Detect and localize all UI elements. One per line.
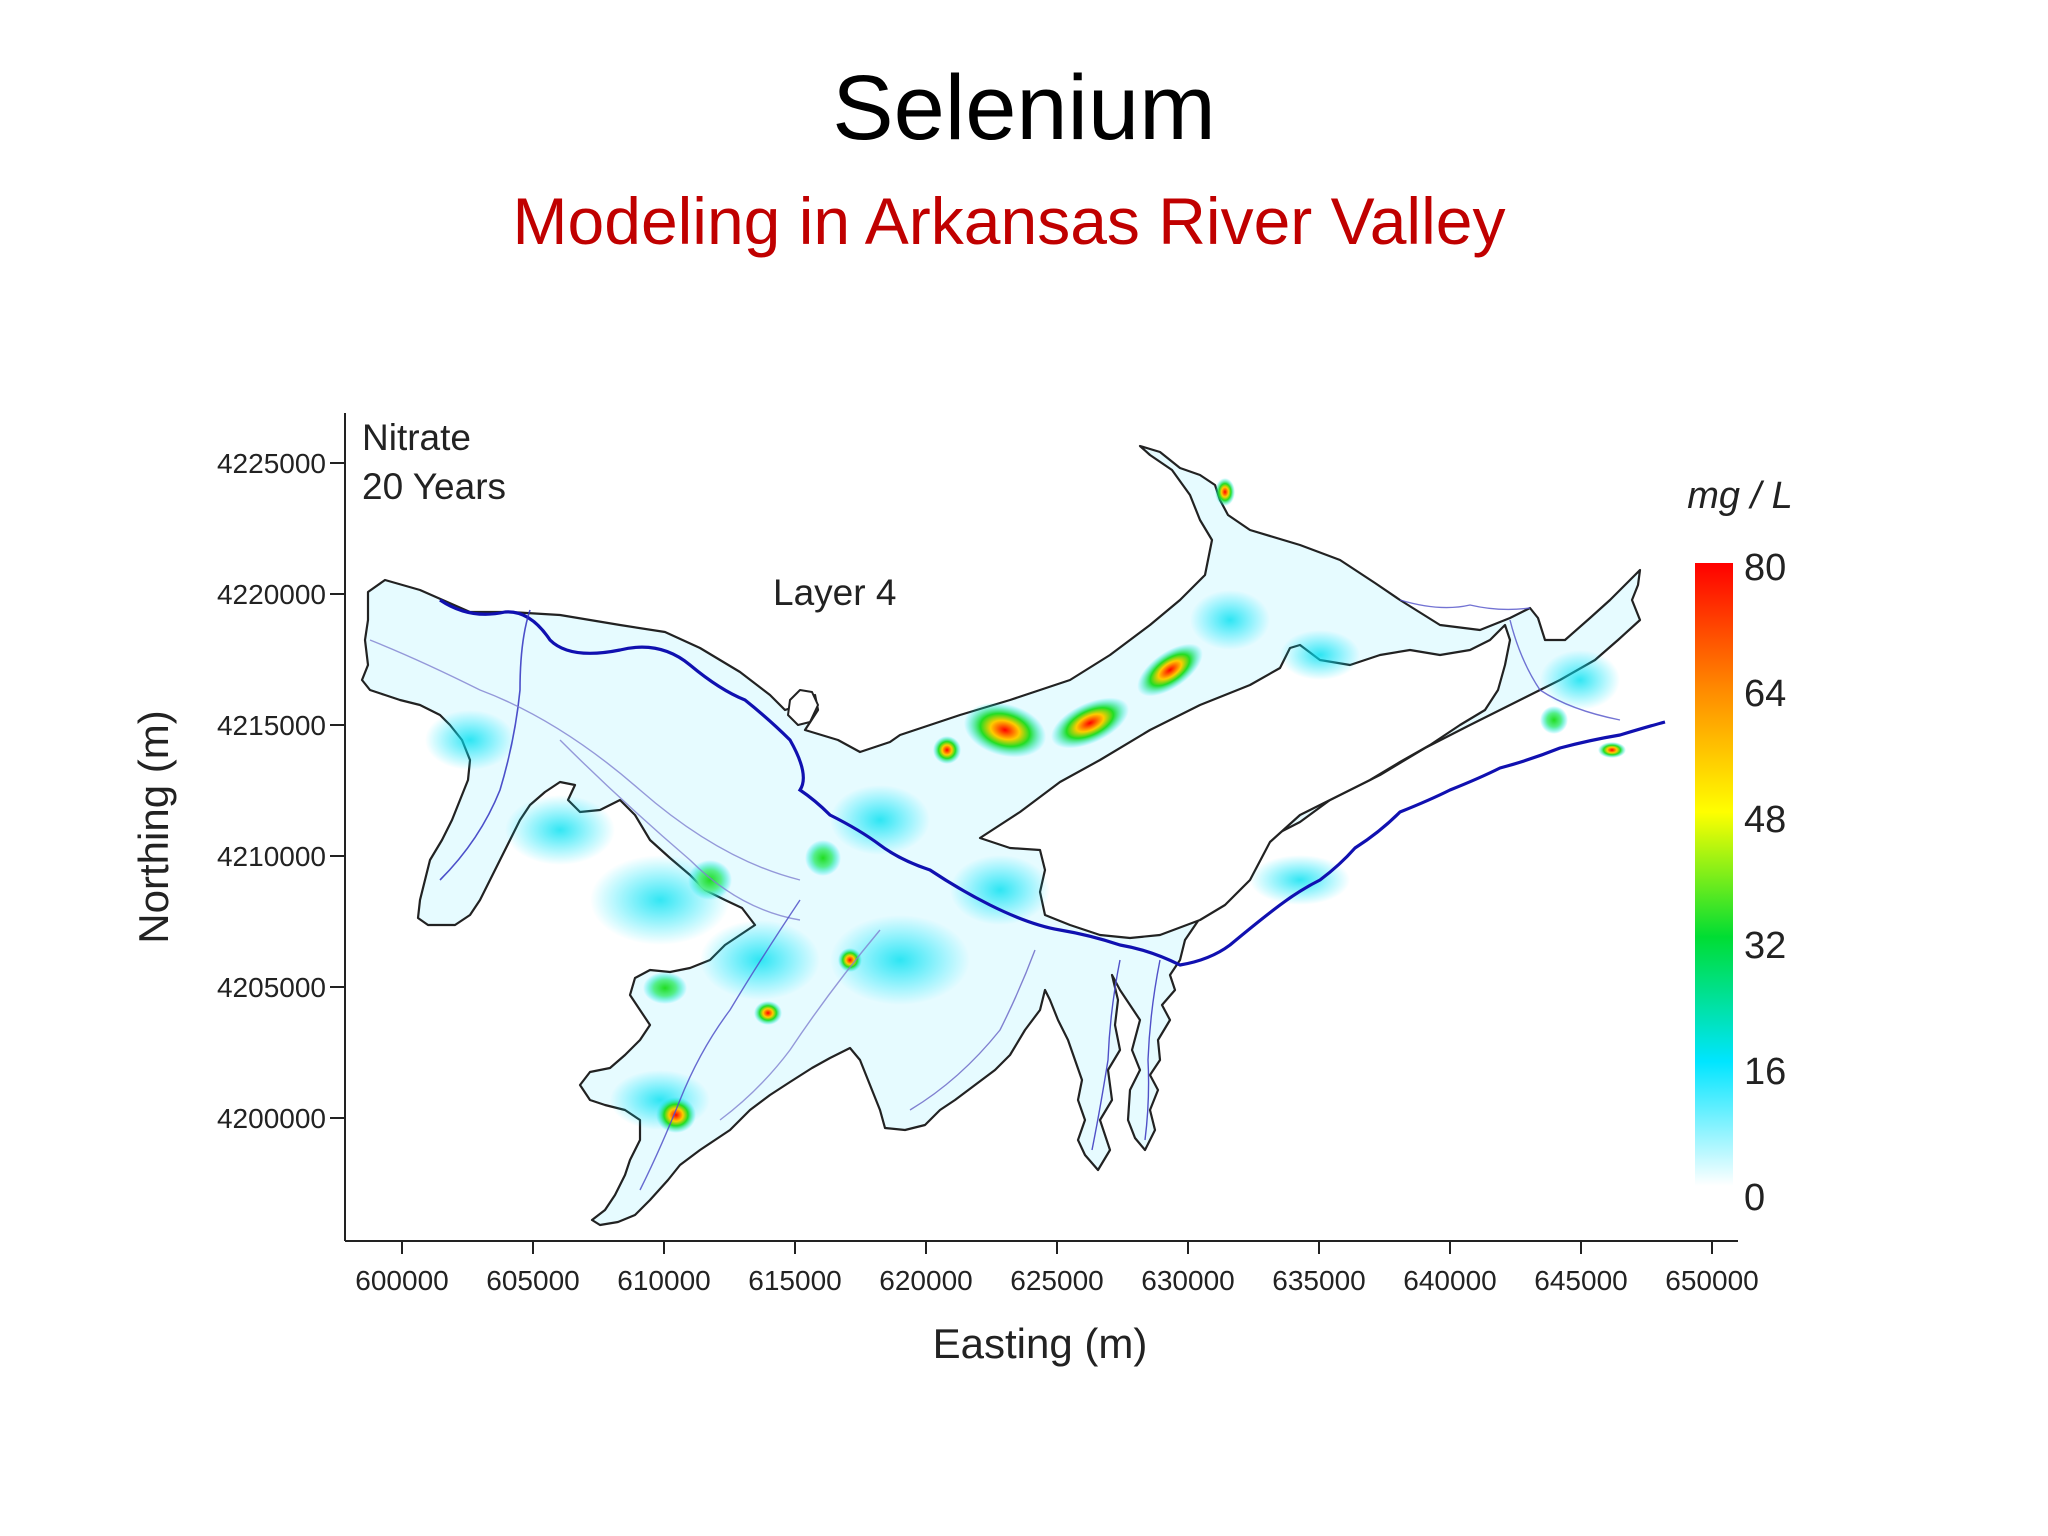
hotspot [1051, 697, 1129, 749]
hotspot [1598, 742, 1626, 758]
hotspot [1137, 643, 1203, 697]
tributary [909, 949, 1036, 1111]
hotspot [1215, 478, 1235, 506]
tributary [719, 929, 881, 1121]
cool-patch [1250, 855, 1350, 905]
x-tick-label: 610000 [617, 1265, 710, 1296]
tributary [1144, 959, 1161, 1141]
colorbar-tick-label: 0 [1744, 1177, 1765, 1219]
cool-patch [425, 710, 515, 770]
hotspot [754, 1001, 782, 1025]
cool-patch [700, 920, 820, 1000]
x-tick-label: 615000 [748, 1265, 841, 1296]
x-ticks: 600000 605000 610000 615000 620000 625000 6300… [355, 1241, 1759, 1296]
colorbar-ticks: 80 64 48 32 16 0 [1744, 547, 1786, 1219]
cool-patch [1280, 630, 1360, 680]
annotation-period: 20 Years [362, 466, 506, 507]
y-tick-label: 4200000 [217, 1103, 326, 1134]
interior-island-small [787, 689, 819, 726]
concentration-field [425, 478, 1626, 1133]
x-tick-label: 625000 [1010, 1265, 1103, 1296]
y-axis-label: Northing (m) [130, 710, 177, 943]
colorbar-tick-label: 64 [1744, 673, 1786, 715]
y-ticks: 4225000 4220000 4215000 4210000 4205000 42000… [217, 448, 345, 1134]
x-tick-label: 635000 [1272, 1265, 1365, 1296]
arkansas-river-main [439, 598, 1666, 967]
axes [344, 413, 1738, 1242]
x-tick-label: 630000 [1141, 1265, 1234, 1296]
slide-subtitle: Modeling in Arkansas River Valley [512, 184, 1506, 258]
y-tick-label: 4225000 [217, 448, 326, 479]
y-tick-label: 4210000 [217, 841, 326, 872]
x-tick-label: 650000 [1665, 1265, 1758, 1296]
tributary [369, 639, 801, 881]
cool-patch [950, 855, 1050, 925]
cool-patch [1540, 650, 1620, 710]
colorbar: mg / L 80 64 48 32 16 0 [1687, 475, 1793, 1219]
colorbar-gradient [1695, 563, 1733, 1186]
hotspot [656, 1097, 696, 1133]
cool-patch [1190, 590, 1270, 650]
y-tick-label: 4215000 [217, 710, 326, 741]
x-tick-label: 645000 [1534, 1265, 1627, 1296]
x-tick-label: 600000 [355, 1265, 448, 1296]
y-tick-label: 4205000 [217, 972, 326, 1003]
tributary [1509, 619, 1621, 721]
hotspot [963, 702, 1047, 758]
y-tick-label: 4220000 [217, 579, 326, 610]
tributary [439, 609, 531, 881]
layer-label: Layer 4 [773, 572, 896, 613]
tributary [639, 899, 801, 1191]
tributary [559, 739, 801, 921]
moderate-spot [1540, 706, 1568, 734]
cool-patch [830, 785, 930, 855]
x-tick-label: 605000 [486, 1265, 579, 1296]
x-tick-label: 640000 [1403, 1265, 1496, 1296]
hotspot [838, 948, 862, 972]
cool-patch [505, 795, 615, 865]
moderate-spot [643, 972, 687, 1004]
x-tick-label: 620000 [879, 1265, 972, 1296]
tributary [1091, 959, 1121, 1151]
colorbar-unit: mg / L [1687, 475, 1793, 517]
tributary [1399, 599, 1531, 611]
moderate-spot [805, 840, 841, 876]
slide-title: Selenium [832, 57, 1216, 159]
colorbar-tick-label: 32 [1744, 925, 1786, 967]
cool-patch [830, 915, 970, 1005]
colorbar-tick-label: 16 [1744, 1051, 1786, 1093]
annotation-variable: Nitrate [362, 417, 471, 458]
colorbar-tick-label: 48 [1744, 799, 1786, 841]
interior-island-east [978, 623, 1512, 940]
x-axis-label: Easting (m) [933, 1320, 1148, 1367]
hotspot [933, 736, 961, 764]
rivers [369, 598, 1666, 1191]
colorbar-tick-label: 80 [1744, 547, 1786, 589]
moderate-spot [688, 860, 732, 900]
